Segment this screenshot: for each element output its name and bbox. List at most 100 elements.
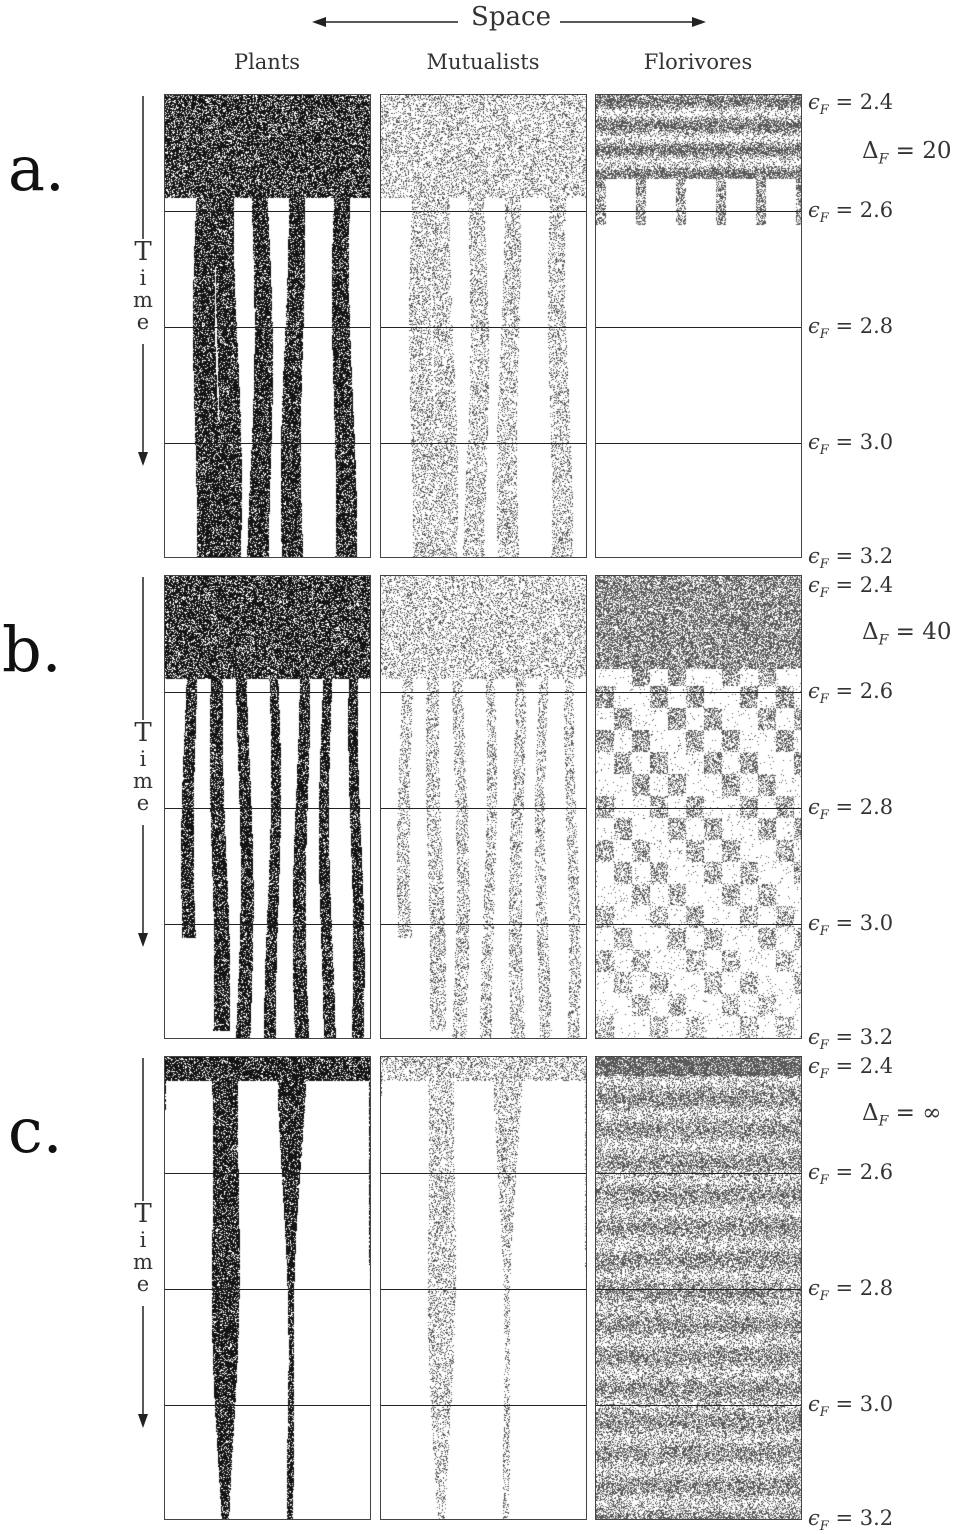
delta-value: ∞ bbox=[922, 1100, 942, 1126]
equals-sign: = bbox=[888, 619, 923, 645]
epsilon-value: 3.2 bbox=[859, 544, 894, 568]
epsilon-value: 2.8 bbox=[859, 795, 894, 819]
epsilon-gridline bbox=[596, 327, 801, 328]
epsilon-value: 2.4 bbox=[859, 573, 894, 597]
density-texture bbox=[165, 1057, 370, 1519]
panel-a-plants-plot bbox=[164, 94, 371, 558]
epsilon-symbol: ϵ bbox=[808, 795, 820, 819]
time-label-letter: T bbox=[134, 718, 152, 748]
epsilon-subscript: F bbox=[819, 1038, 829, 1054]
panel-b-mutualists-plot bbox=[380, 575, 587, 1039]
epsilon-symbol: ϵ bbox=[808, 90, 820, 114]
epsilon-gridline bbox=[596, 692, 801, 693]
panel-a-florivores-plot bbox=[595, 94, 802, 558]
panel-c-florivores-plot bbox=[595, 1056, 802, 1520]
epsilon-gridline bbox=[165, 327, 370, 328]
epsilon-value: 3.0 bbox=[859, 1392, 894, 1416]
delta-symbol: Δ bbox=[862, 1100, 879, 1126]
delta-symbol: Δ bbox=[862, 619, 879, 645]
epsilon-tick-label: ϵF = 2.4 bbox=[808, 1054, 893, 1082]
epsilon-tick-label: ϵF = 2.6 bbox=[808, 679, 893, 707]
panel-c-mutualists-plot bbox=[380, 1056, 587, 1520]
epsilon-value: 2.4 bbox=[859, 1054, 894, 1078]
epsilon-subscript: F bbox=[819, 1173, 829, 1189]
epsilon-gridline bbox=[596, 1405, 801, 1406]
panel-c-plants-plot bbox=[164, 1056, 371, 1520]
epsilon-value: 2.6 bbox=[859, 679, 894, 703]
panel-b-florivores-plot bbox=[595, 575, 802, 1039]
epsilon-value: 2.8 bbox=[859, 1276, 894, 1300]
density-texture bbox=[381, 95, 586, 557]
time-arrow-icon bbox=[138, 577, 148, 947]
equals-sign: = bbox=[828, 679, 860, 703]
time-label-letter: m bbox=[133, 288, 153, 312]
equals-sign: = bbox=[828, 1160, 860, 1184]
equals-sign: = bbox=[828, 795, 860, 819]
epsilon-tick-label: ϵF = 3.0 bbox=[808, 430, 893, 458]
space-label: Space bbox=[471, 2, 551, 32]
epsilon-gridline bbox=[165, 1289, 370, 1290]
epsilon-gridline bbox=[165, 692, 370, 693]
epsilon-gridline bbox=[596, 808, 801, 809]
panel-label-c: c. bbox=[8, 1094, 63, 1167]
epsilon-symbol: ϵ bbox=[808, 573, 820, 597]
delta-label-a: ΔF = 20 bbox=[862, 138, 952, 168]
epsilon-subscript: F bbox=[819, 443, 829, 459]
time-label-letter: m bbox=[133, 1250, 153, 1274]
time-arrow-icon bbox=[138, 96, 148, 466]
epsilon-gridline bbox=[381, 327, 586, 328]
epsilon-symbol: ϵ bbox=[808, 1160, 820, 1184]
epsilon-gridline bbox=[381, 211, 586, 212]
epsilon-subscript: F bbox=[819, 557, 829, 573]
epsilon-tick-label: ϵF = 3.0 bbox=[808, 1392, 893, 1420]
epsilon-gridline bbox=[165, 1405, 370, 1406]
density-texture bbox=[596, 1057, 801, 1519]
epsilon-tick-label: ϵF = 3.2 bbox=[808, 544, 893, 572]
equals-sign: = bbox=[828, 573, 860, 597]
equals-sign: = bbox=[828, 544, 860, 568]
epsilon-gridline bbox=[381, 443, 586, 444]
time-label-letter: m bbox=[133, 769, 153, 793]
epsilon-tick-label: ϵF = 2.6 bbox=[808, 1160, 893, 1188]
delta-value: 20 bbox=[922, 138, 952, 164]
epsilon-gridline bbox=[165, 924, 370, 925]
equals-sign: = bbox=[828, 90, 860, 114]
epsilon-gridline bbox=[596, 1173, 801, 1174]
epsilon-symbol: ϵ bbox=[808, 1392, 820, 1416]
density-texture bbox=[381, 1057, 586, 1519]
time-label-letter: e bbox=[136, 310, 150, 334]
delta-label-c: ΔF = ∞ bbox=[862, 1100, 941, 1130]
time-label-letter: T bbox=[134, 237, 152, 267]
epsilon-subscript: F bbox=[819, 924, 829, 940]
epsilon-symbol: ϵ bbox=[808, 544, 820, 568]
epsilon-subscript: F bbox=[819, 211, 829, 227]
epsilon-tick-label: ϵF = 2.4 bbox=[808, 90, 893, 118]
delta-value: 40 bbox=[922, 619, 952, 645]
density-texture bbox=[596, 576, 801, 1038]
epsilon-subscript: F bbox=[819, 808, 829, 824]
delta-subscript: F bbox=[878, 151, 889, 168]
equals-sign: = bbox=[888, 138, 923, 164]
panel-label-a: a. bbox=[8, 132, 65, 205]
epsilon-symbol: ϵ bbox=[808, 1025, 820, 1049]
equals-sign: = bbox=[828, 911, 860, 935]
delta-subscript: F bbox=[878, 1113, 889, 1130]
epsilon-value: 3.0 bbox=[859, 911, 894, 935]
column-header-plants: Plants bbox=[233, 50, 301, 74]
epsilon-subscript: F bbox=[819, 692, 829, 708]
epsilon-symbol: ϵ bbox=[808, 1276, 820, 1300]
epsilon-value: 3.2 bbox=[859, 1506, 894, 1530]
column-header-florivores: Florivores bbox=[643, 50, 753, 74]
epsilon-value: 2.4 bbox=[859, 90, 894, 114]
equals-sign: = bbox=[828, 1506, 860, 1530]
epsilon-symbol: ϵ bbox=[808, 1506, 820, 1530]
epsilon-gridline bbox=[381, 1289, 586, 1290]
epsilon-subscript: F bbox=[819, 327, 829, 343]
epsilon-tick-label: ϵF = 3.2 bbox=[808, 1025, 893, 1053]
epsilon-value: 3.2 bbox=[859, 1025, 894, 1049]
equals-sign: = bbox=[828, 1392, 860, 1416]
epsilon-subscript: F bbox=[819, 1289, 829, 1305]
